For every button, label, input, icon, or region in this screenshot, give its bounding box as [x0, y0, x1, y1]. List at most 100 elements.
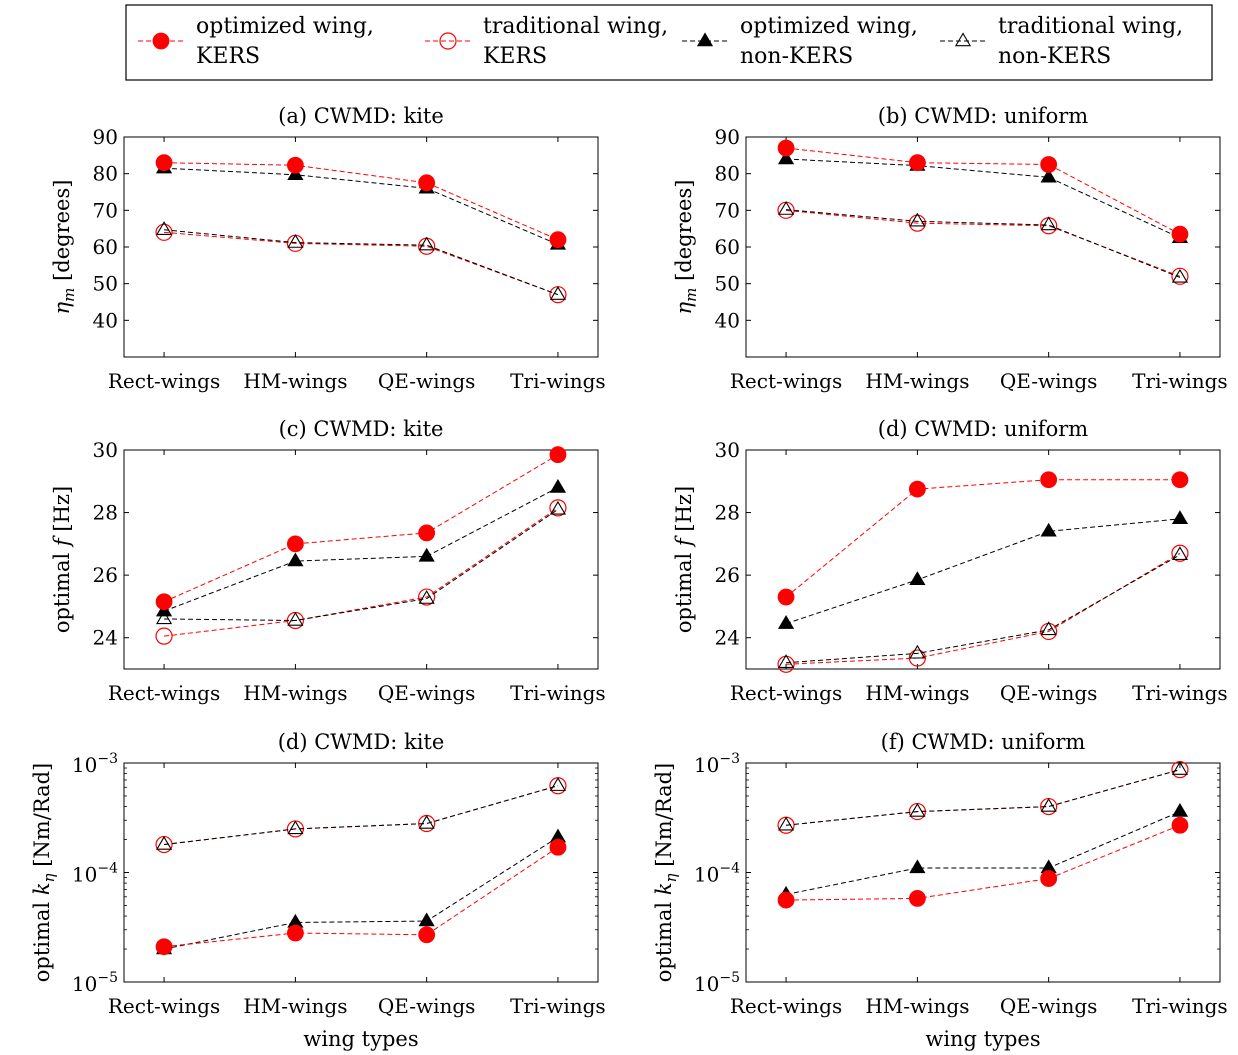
legend-marker [696, 32, 714, 47]
series-line [164, 231, 559, 296]
data-point [549, 500, 567, 515]
y-tick-label: 10−4 [72, 861, 118, 887]
y-tick-label: 28 [93, 501, 118, 525]
data-point [908, 214, 926, 232]
series-4 [155, 221, 567, 300]
x-tick-label: Tri-wings [510, 369, 606, 393]
series-2 [777, 761, 1189, 834]
x-tick-label: Tri-wings [1132, 681, 1228, 705]
data-point [418, 590, 435, 604]
data-point [549, 838, 567, 856]
data-point [777, 891, 795, 909]
chart-panel-6: 10−5 10−4 10−3 Rect-wings HM-wings QE-wings Tr… [652, 730, 1228, 1051]
data-point [286, 156, 304, 174]
chart-panel-5: 10−5 10−4 10−3 Rect-wings HM-wings QE-wings Tr… [30, 730, 606, 1051]
data-point [549, 231, 567, 249]
series-line [164, 162, 559, 241]
x-tick-label: Rect-wings [730, 681, 842, 705]
data-point [155, 835, 173, 850]
series-line [786, 209, 1181, 278]
x-tick-label: Rect-wings [730, 994, 842, 1018]
data-point [777, 139, 795, 157]
legend-label-line1: traditional wing, [483, 14, 668, 39]
series-1 [155, 154, 567, 249]
legend-marker [439, 32, 457, 50]
data-point [1171, 268, 1189, 283]
x-tick-label: QE-wings [378, 994, 476, 1018]
y-tick-label: 10−3 [72, 751, 118, 777]
y-tick-label: 30 [93, 438, 118, 462]
legend-entry-1: optimized wing, KERS [138, 14, 374, 69]
data-point [1040, 621, 1057, 636]
series-2 [155, 777, 567, 854]
y-tick-label: 90 [715, 125, 740, 149]
x-tick-label: QE-wings [1000, 369, 1098, 393]
series-line [164, 167, 559, 245]
data-point [909, 571, 926, 586]
y-axis-label: optimal f [Hz] [672, 486, 696, 633]
data-point [777, 201, 795, 215]
series-1 [777, 139, 1189, 243]
data-point [155, 627, 173, 645]
series-2 [155, 499, 567, 645]
legend-entry-2: traditional wing, KERS [425, 14, 668, 69]
legend-entry-4: traditional wing, non-KERS [940, 14, 1183, 69]
x-tick-label: QE-wings [1000, 994, 1098, 1018]
data-point [777, 816, 795, 831]
x-tick-label: QE-wings [378, 681, 476, 705]
series-2 [777, 201, 1189, 285]
data-point [155, 223, 173, 241]
data-point [1171, 816, 1189, 834]
chart-panel-1: 40 50 60 70 80 90 Rect-wings HM-wings QE-wings Tr… [50, 104, 606, 393]
chart-panel-4: 24 26 28 30 Rect-wings HM-wings QE-wings Tri-wi… [672, 417, 1228, 705]
data-point [287, 552, 304, 567]
data-point [1040, 522, 1057, 537]
data-point [908, 154, 926, 172]
y-tick-label: 60 [93, 235, 118, 259]
legend-label-line1: optimized wing, [740, 14, 918, 39]
data-point [155, 593, 173, 611]
x-tick-label: Tri-wings [1132, 369, 1228, 393]
y-tick-label: 70 [715, 198, 740, 222]
data-point [155, 221, 173, 235]
series-3 [777, 802, 1189, 900]
y-axis-label: optimal f [Hz] [50, 486, 74, 633]
data-point [418, 926, 436, 944]
x-tick-label: Rect-wings [730, 369, 842, 393]
plot-frame [745, 762, 1221, 983]
y-tick-label: 50 [715, 272, 740, 296]
plot-frame [745, 136, 1221, 358]
legend-label-line1: optimized wing, [196, 14, 374, 39]
data-point [1171, 471, 1189, 489]
series-line [163, 785, 559, 846]
series-1 [777, 816, 1189, 909]
y-tick-label: 60 [715, 235, 740, 259]
data-point [286, 924, 304, 942]
y-tick-label: 70 [93, 198, 118, 222]
panel-title: (d) CWMD: kite [278, 730, 445, 754]
data-point [909, 644, 926, 659]
series-line [163, 785, 559, 846]
data-point [1171, 544, 1189, 562]
series-line [164, 509, 559, 622]
x-tick-label: HM-wings [865, 369, 969, 393]
y-tick-label: 10−3 [694, 751, 740, 777]
data-point [1040, 870, 1058, 887]
legend-label-line2: non-KERS [998, 44, 1111, 69]
y-tick-label: 30 [715, 438, 740, 462]
plot-frame [745, 449, 1221, 670]
series-1 [155, 838, 567, 956]
data-point [909, 859, 926, 874]
panel-title: (f) CWMD: uniform [881, 730, 1086, 754]
x-tick-label: Tri-wings [510, 681, 606, 705]
series-line [786, 769, 1181, 826]
data-point [549, 478, 567, 493]
data-point [1171, 761, 1189, 775]
series-2 [155, 223, 567, 304]
series-4 [777, 761, 1189, 831]
legend-marker [954, 32, 972, 47]
data-point [909, 212, 926, 227]
x-tick-label: Rect-wings [108, 994, 220, 1018]
series-4 [155, 500, 567, 626]
